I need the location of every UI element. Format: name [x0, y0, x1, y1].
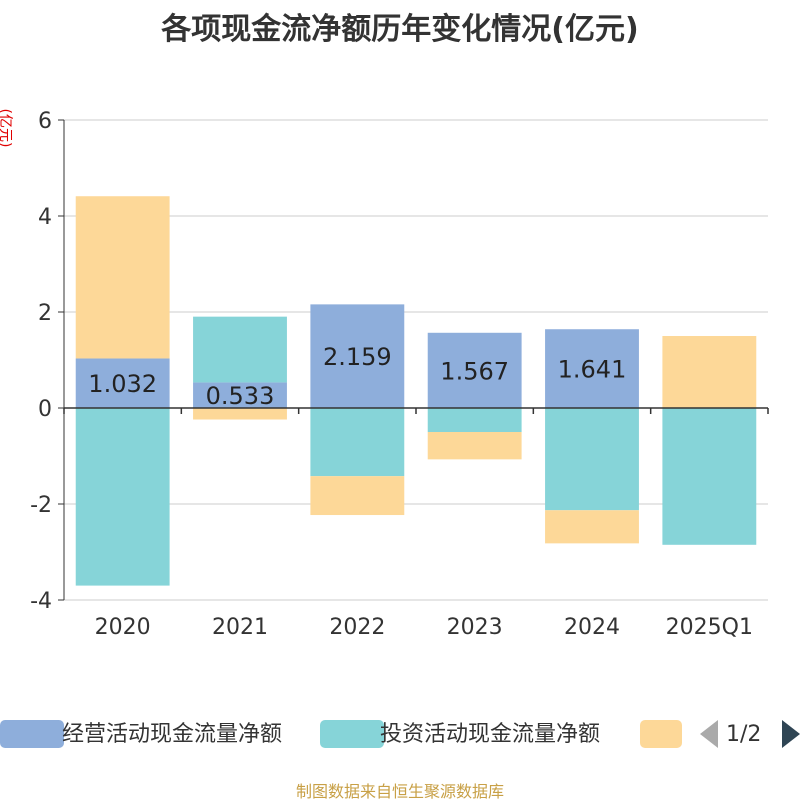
- bar-segment: [193, 382, 287, 408]
- bar-segment: [310, 304, 405, 408]
- bar-segment: [662, 336, 757, 408]
- legend-page-indicator: 1/2: [726, 722, 762, 747]
- y-tick-label: 0: [38, 397, 52, 422]
- bar-segment: [310, 476, 405, 516]
- data-label: 0.533: [206, 382, 275, 410]
- bar-segment: [310, 408, 405, 477]
- x-tick-label: 2023: [447, 615, 503, 640]
- bar-segment: [427, 332, 522, 408]
- x-tick-label: 2022: [329, 615, 385, 640]
- bar-segment: [545, 329, 639, 408]
- bar-segment: [75, 408, 170, 586]
- legend-label-investing: 投资活动现金流量净额: [380, 722, 601, 747]
- data-label: 2.159: [323, 343, 392, 371]
- y-tick-label: 2: [38, 301, 52, 326]
- y-tick-label: 6: [38, 109, 52, 134]
- bar-segment: [427, 408, 522, 432]
- bar-segment: [75, 358, 170, 408]
- y-tick-label: -4: [30, 589, 52, 614]
- x-tick-label: 2025Q1: [666, 615, 753, 640]
- bar-segment: [75, 196, 170, 359]
- data-label: 1.567: [440, 357, 509, 385]
- legend-swatch-financing: [640, 720, 682, 748]
- legend: 经营活动现金流量净额 投资活动现金流量净额 1/2: [0, 712, 800, 758]
- x-tick-label: 2020: [95, 615, 151, 640]
- data-label: 1.032: [88, 370, 157, 398]
- y-tick-label: -2: [30, 493, 52, 518]
- chart-plot: -4 -2 0 2 4 6 1.032 0.533 2.159 1.567 1.641 2020 202…: [30, 109, 769, 640]
- bar-segment: [545, 408, 639, 511]
- x-tick-label: 2021: [212, 615, 268, 640]
- bar-segment: [193, 408, 287, 420]
- y-tick-label: 4: [38, 205, 52, 230]
- bar-segment: [427, 432, 522, 460]
- legend-swatch-investing: [320, 720, 384, 748]
- data-source: 制图数据来自恒生聚源数据库: [295, 782, 504, 801]
- bar-segment: [662, 408, 757, 545]
- bar-segment: [545, 510, 639, 544]
- bar-segment: [193, 316, 287, 383]
- x-tick-label: 2024: [564, 615, 620, 640]
- legend-swatch-operating: [0, 720, 64, 748]
- legend-prev-page-icon[interactable]: [700, 720, 718, 748]
- chart-title: 各项现金流净额历年变化情况(亿元): [161, 12, 639, 47]
- legend-next-page-icon[interactable]: [782, 720, 800, 748]
- legend-label-operating: 经营活动现金流量净额: [62, 722, 283, 747]
- data-label: 1.641: [558, 356, 627, 384]
